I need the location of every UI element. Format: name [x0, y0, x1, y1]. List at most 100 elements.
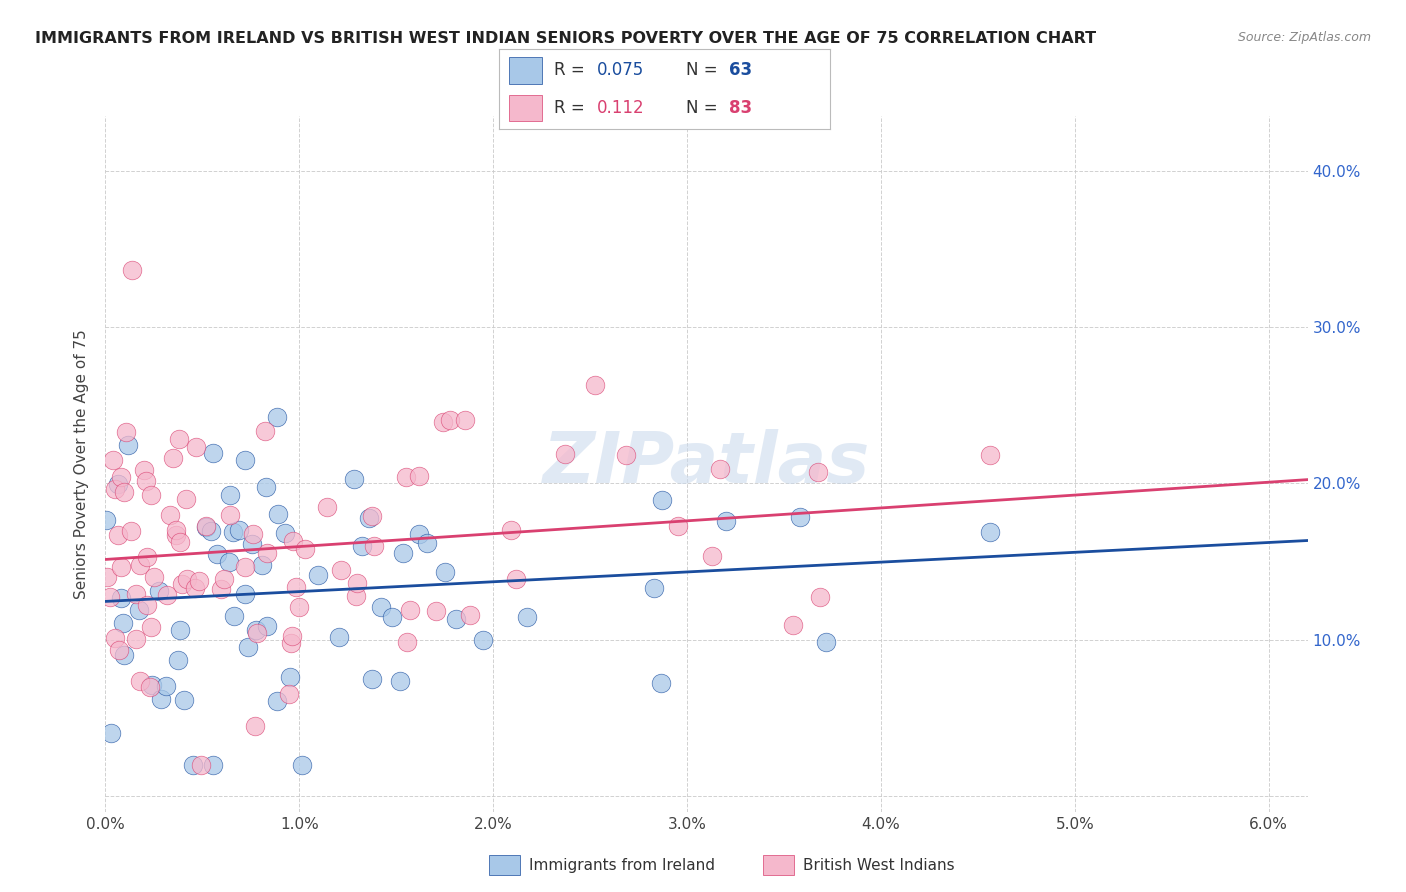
Point	[129, 558, 152, 572]
Point	[184, 581, 207, 595]
Text: R =: R =	[554, 99, 595, 117]
Point	[454, 413, 477, 427]
Point	[666, 519, 689, 533]
Point	[266, 694, 288, 708]
Point	[782, 618, 804, 632]
Point	[117, 438, 139, 452]
Point	[254, 424, 277, 438]
Point	[328, 630, 350, 644]
Point	[256, 546, 278, 560]
Point	[110, 560, 132, 574]
Point	[425, 603, 447, 617]
Point	[155, 679, 177, 693]
Point	[155, 588, 177, 602]
Point	[291, 757, 314, 772]
Point	[363, 539, 385, 553]
Point	[108, 643, 131, 657]
Point	[212, 572, 235, 586]
Point	[120, 524, 142, 538]
Point	[643, 581, 665, 595]
Point	[139, 488, 162, 502]
Point	[344, 589, 367, 603]
Point	[135, 550, 157, 565]
Point	[236, 640, 259, 654]
Point	[141, 678, 163, 692]
Point	[112, 485, 135, 500]
Text: 83: 83	[728, 99, 752, 117]
Point	[143, 570, 166, 584]
Point	[395, 470, 418, 484]
Point	[360, 672, 382, 686]
Point	[392, 546, 415, 560]
Point	[287, 599, 309, 614]
Text: British West Indians: British West Indians	[803, 858, 955, 872]
Text: 0.112: 0.112	[596, 99, 644, 117]
Point	[256, 619, 278, 633]
Point	[100, 725, 122, 739]
Point	[200, 524, 222, 538]
Point	[807, 466, 830, 480]
Point	[250, 558, 273, 573]
Point	[651, 492, 673, 507]
Point	[195, 520, 218, 534]
Point	[709, 461, 731, 475]
Point	[104, 482, 127, 496]
Point	[350, 539, 373, 553]
Point	[190, 757, 212, 772]
Point	[159, 508, 181, 522]
Point	[254, 480, 277, 494]
Point	[399, 603, 422, 617]
Point	[381, 610, 404, 624]
Point	[266, 507, 288, 521]
Point	[316, 500, 339, 514]
Point	[128, 603, 150, 617]
Point	[278, 670, 301, 684]
Point	[233, 560, 256, 574]
Point	[505, 572, 527, 586]
Point	[218, 555, 240, 569]
Point	[221, 524, 243, 539]
Point	[202, 446, 225, 460]
Point	[184, 440, 207, 454]
Point	[136, 598, 159, 612]
Point	[700, 549, 723, 564]
Text: N =: N =	[686, 99, 723, 117]
Point	[169, 432, 191, 446]
Text: Immigrants from Ireland: Immigrants from Ireland	[529, 858, 714, 872]
Point	[176, 572, 198, 586]
Point	[650, 675, 672, 690]
Y-axis label: Seniors Poverty Over the Age of 75: Seniors Poverty Over the Age of 75	[75, 329, 90, 599]
Point	[554, 447, 576, 461]
Text: IMMIGRANTS FROM IRELAND VS BRITISH WEST INDIAN SENIORS POVERTY OVER THE AGE OF 7: IMMIGRANTS FROM IRELAND VS BRITISH WEST …	[35, 31, 1097, 46]
Point	[408, 527, 430, 541]
Point	[110, 470, 132, 484]
Point	[408, 469, 430, 483]
Text: ZIPatlas: ZIPatlas	[543, 429, 870, 499]
FancyBboxPatch shape	[509, 95, 543, 121]
Point	[458, 608, 481, 623]
Point	[370, 600, 392, 615]
Point	[233, 453, 256, 467]
Point	[135, 475, 157, 489]
Point	[501, 524, 523, 538]
Point	[121, 263, 143, 277]
Point	[169, 624, 191, 638]
Point	[471, 632, 494, 647]
Point	[388, 674, 411, 689]
Point	[139, 620, 162, 634]
Point	[979, 448, 1001, 462]
Point	[174, 491, 197, 506]
Point	[245, 623, 267, 637]
Text: 63: 63	[728, 62, 752, 79]
Point	[346, 575, 368, 590]
Point	[433, 565, 456, 579]
Point	[165, 523, 187, 537]
Point	[107, 476, 129, 491]
Point	[218, 508, 240, 522]
Point	[360, 509, 382, 524]
Point	[173, 693, 195, 707]
Point	[242, 527, 264, 541]
Point	[416, 535, 439, 549]
Point	[148, 584, 170, 599]
Point	[169, 535, 191, 549]
